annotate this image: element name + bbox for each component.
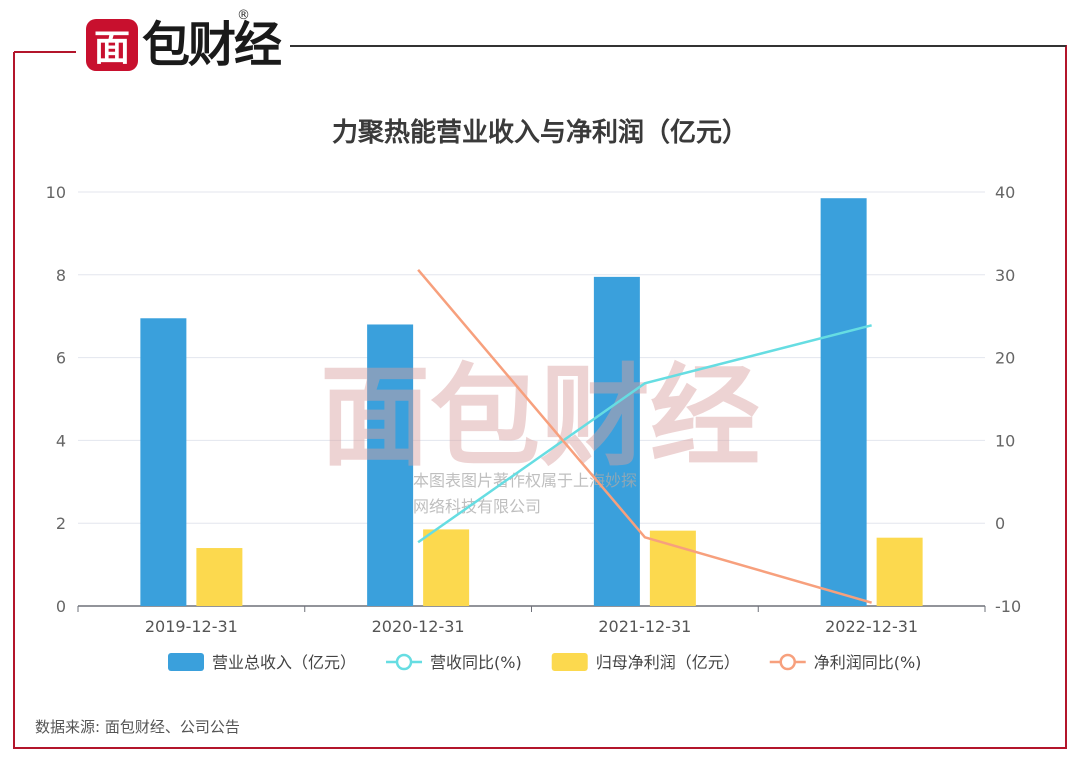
y-right-tick-label: 40 [995, 183, 1015, 202]
y-left-tick-label: 8 [56, 266, 66, 285]
legend-swatch-marker [395, 653, 413, 671]
bar-net-profit [196, 548, 243, 606]
y-right-tick-label: 30 [995, 266, 1015, 285]
legend-swatch [168, 653, 204, 671]
bar-revenue [593, 276, 640, 606]
y-left-tick-label: 0 [56, 597, 66, 616]
watermark-logo: 面包财经 [320, 353, 760, 481]
legend-label: 营收同比(%) [430, 653, 522, 672]
brand-logo: 面 包财经 ® [78, 8, 289, 78]
y-left-tick-label: 4 [56, 431, 66, 450]
source-note: 数据来源: 面包财经、公司公告 [35, 718, 240, 736]
y-right-tick-label: 0 [995, 514, 1005, 533]
y-left-tick-label: 6 [56, 349, 66, 368]
registered-mark: ® [237, 8, 251, 23]
x-tick-label: 2020-12-31 [372, 617, 465, 636]
bar-net-profit [649, 530, 696, 606]
legend-swatch-marker [779, 653, 796, 671]
x-tick-label: 2022-12-31 [825, 617, 918, 636]
bar-net-profit [876, 537, 923, 606]
bar-revenue [820, 198, 867, 606]
y-right-tick-label: 10 [995, 431, 1015, 450]
bar-revenue [367, 324, 414, 606]
y-left-tick-label: 10 [46, 183, 66, 202]
brand-logo-first-char: 面 [86, 19, 138, 71]
y-right-tick-label: 20 [995, 349, 1015, 368]
bar-revenue [140, 318, 187, 606]
legend-label: 营业总收入（亿元） [212, 653, 356, 672]
watermark-line-1: 本图表图片著作权属于上海妙探 [413, 471, 637, 490]
brand-logo-rest: 包财经 [142, 17, 282, 73]
legend-swatch [551, 653, 588, 671]
legend-label: 净利润同比(%) [814, 653, 922, 672]
bar-net-profit [423, 529, 470, 606]
line-revenue-yoy [417, 324, 872, 544]
y-right-tick-label: -10 [995, 597, 1021, 616]
watermark-line-2: 网络科技有限公司 [413, 497, 541, 516]
legend-label: 归母净利润（亿元） [596, 653, 740, 672]
line-profit-yoy [417, 269, 872, 604]
x-tick-label: 2019-12-31 [145, 617, 238, 636]
x-tick-label: 2021-12-31 [598, 617, 691, 636]
chart-title: 力聚热能营业收入与净利润（亿元） [331, 118, 748, 148]
y-left-tick-label: 2 [56, 514, 66, 533]
